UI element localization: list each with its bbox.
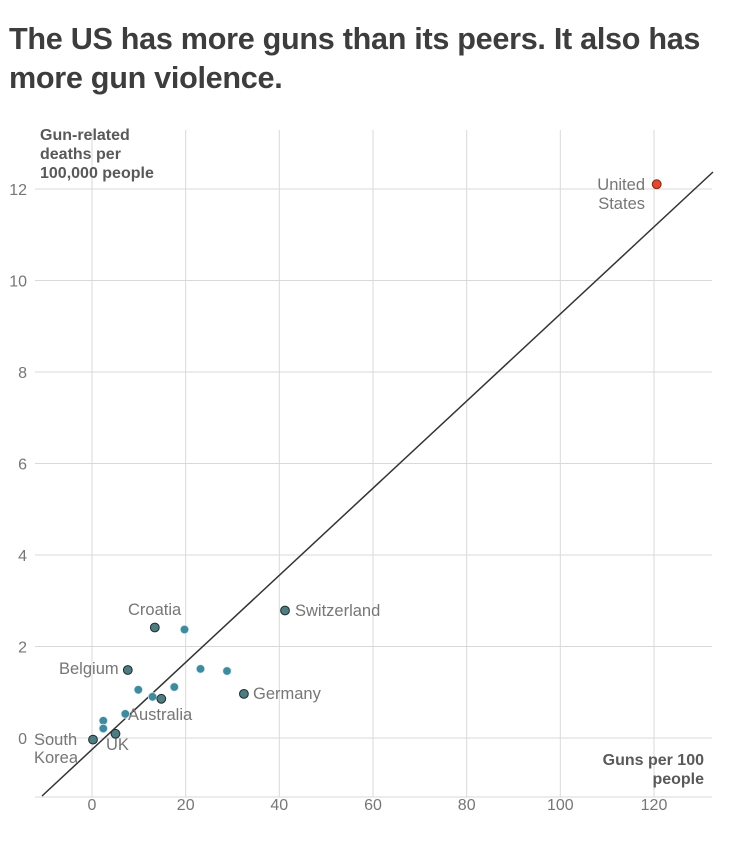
svg-text:12: 12 — [9, 182, 27, 199]
svg-text:0: 0 — [18, 731, 27, 748]
svg-text:States: States — [598, 195, 645, 213]
svg-text:80: 80 — [458, 797, 476, 814]
svg-text:40: 40 — [270, 797, 288, 814]
svg-text:UK: UK — [106, 736, 129, 754]
svg-text:4: 4 — [18, 548, 27, 565]
svg-text:deaths per: deaths per — [40, 146, 121, 163]
svg-text:Gun-related: Gun-related — [40, 127, 130, 144]
svg-text:100: 100 — [547, 797, 574, 814]
svg-text:Australia: Australia — [128, 706, 193, 724]
svg-text:6: 6 — [18, 457, 27, 474]
svg-text:Belgium: Belgium — [59, 660, 119, 678]
svg-text:2: 2 — [18, 640, 27, 657]
svg-text:8: 8 — [18, 365, 27, 382]
svg-text:United: United — [597, 176, 645, 194]
svg-text:60: 60 — [364, 797, 382, 814]
svg-text:Croatia: Croatia — [128, 601, 182, 619]
svg-text:20: 20 — [177, 797, 195, 814]
svg-text:Germany: Germany — [253, 685, 322, 703]
svg-text:Guns per 100: Guns per 100 — [603, 752, 704, 769]
svg-text:Switzerland: Switzerland — [295, 602, 380, 620]
svg-text:100,000 people: 100,000 people — [40, 165, 154, 182]
svg-text:10: 10 — [9, 274, 27, 291]
svg-text:Korea: Korea — [34, 749, 79, 767]
svg-text:0: 0 — [88, 797, 97, 814]
svg-text:South: South — [34, 731, 77, 749]
svg-text:people: people — [652, 771, 704, 788]
svg-text:120: 120 — [641, 797, 668, 814]
